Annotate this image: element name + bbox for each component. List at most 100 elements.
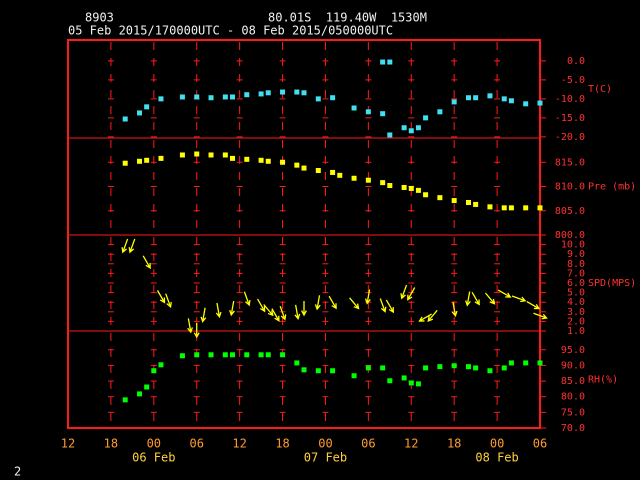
data-point	[280, 89, 286, 95]
wind-arrow	[497, 289, 512, 298]
wind-arrow	[301, 300, 307, 317]
data-point	[179, 94, 185, 100]
data-point	[258, 352, 264, 358]
data-point	[351, 105, 357, 111]
data-point	[380, 180, 386, 186]
wind-arrow	[427, 309, 438, 323]
data-point	[465, 364, 471, 370]
wind-arrow	[407, 287, 416, 301]
data-point	[351, 175, 357, 181]
data-point	[365, 177, 371, 183]
y-tick-label: -10.0	[555, 94, 585, 105]
wind-arrow	[200, 307, 207, 323]
y-tick-label: 6.0	[567, 278, 585, 289]
data-point	[315, 368, 321, 374]
data-point	[523, 360, 529, 366]
data-point	[244, 92, 250, 98]
data-point	[315, 167, 321, 173]
wind-arrow	[257, 298, 266, 313]
y-tick-label: -15.0	[555, 113, 585, 124]
x-tick-label: 06	[361, 437, 375, 451]
data-point	[401, 125, 407, 131]
data-point	[158, 155, 164, 161]
time-period: 05 Feb 2015/170000UTC - 08 Feb 2015/0500…	[68, 24, 393, 38]
data-point	[508, 205, 514, 211]
data-point	[158, 362, 164, 368]
y-tick-label: 0.0	[567, 56, 585, 67]
data-point	[294, 89, 300, 95]
data-point	[401, 184, 407, 190]
y-tick-label: 1.0	[567, 326, 585, 337]
data-point	[465, 200, 471, 206]
data-point	[437, 109, 443, 115]
data-point	[487, 204, 493, 210]
data-point	[208, 95, 214, 101]
data-point	[265, 90, 271, 96]
plot-frame	[67, 39, 541, 429]
wind-arrow	[279, 305, 287, 321]
data-point	[487, 368, 493, 374]
x-tick-label: 12	[232, 437, 246, 451]
wind-arrow	[187, 318, 194, 334]
data-point	[408, 380, 414, 386]
data-point	[487, 93, 493, 99]
data-point	[137, 391, 143, 397]
data-point	[437, 195, 443, 201]
data-point	[337, 172, 343, 178]
data-point	[244, 156, 250, 162]
x-tick-label: 18	[104, 437, 118, 451]
data-point	[365, 365, 371, 371]
data-point	[437, 364, 443, 370]
data-point	[280, 352, 286, 358]
wind-arrow	[215, 302, 222, 319]
y-tick-label: -5.0	[561, 75, 585, 86]
y-tick-label: 4.0	[567, 297, 585, 308]
data-point	[179, 152, 185, 158]
data-point	[229, 94, 235, 100]
wind-arrow	[533, 312, 548, 320]
data-point	[415, 125, 421, 131]
station-location: 80.01S 119.40W 1530M	[268, 11, 427, 25]
data-point	[280, 159, 286, 165]
y-tick-label: 70.0	[561, 423, 585, 434]
data-point	[451, 99, 457, 105]
y-tick-label: 7.0	[567, 268, 585, 279]
data-point	[244, 352, 250, 358]
data-point	[122, 116, 128, 122]
data-point	[451, 363, 457, 369]
x-tick-label: 18	[275, 437, 289, 451]
y-tick-label: 95.0	[561, 345, 585, 356]
data-point	[380, 111, 386, 117]
x-tick-label: 18	[447, 437, 461, 451]
data-point	[415, 187, 421, 193]
y-tick-label: 85.0	[561, 376, 585, 387]
data-point	[229, 352, 235, 358]
wind-arrow	[511, 295, 527, 303]
wind-arrow	[328, 295, 337, 310]
data-point	[301, 90, 307, 96]
data-point	[523, 101, 529, 107]
data-point	[122, 397, 128, 403]
data-point	[208, 152, 214, 158]
wind-arrow	[142, 255, 151, 270]
data-point	[380, 365, 386, 371]
data-point	[330, 368, 336, 374]
data-point	[158, 96, 164, 102]
data-point	[451, 198, 457, 204]
station-id: 8903	[85, 11, 114, 25]
data-point	[501, 205, 507, 211]
data-point	[501, 96, 507, 102]
y-axis-label: T(C)	[588, 84, 612, 95]
x-tick-label: 00	[147, 437, 161, 451]
x-date-label: 06 Feb	[132, 451, 175, 465]
wind-arrow	[263, 304, 274, 317]
data-point	[365, 109, 371, 115]
data-point	[415, 381, 421, 387]
x-date-label: 07 Feb	[304, 451, 347, 465]
y-tick-label: -20.0	[555, 132, 585, 143]
data-point	[222, 152, 228, 158]
data-point	[523, 205, 529, 211]
data-point	[194, 94, 200, 100]
data-point	[222, 352, 228, 358]
data-point	[179, 353, 185, 359]
